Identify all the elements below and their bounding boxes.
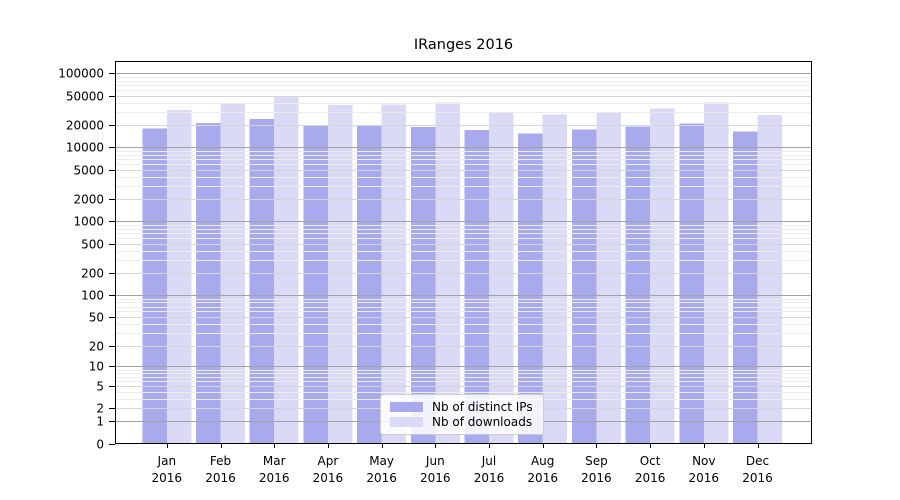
x-tick-label: Apr 2016 — [313, 454, 344, 485]
bar-distinct-ips-aug — [518, 133, 543, 444]
y-tick-label: 100000 — [58, 67, 104, 81]
y-tick-label: 5000 — [73, 164, 104, 178]
y-tick-label: 100 — [81, 289, 104, 303]
chart-title: IRanges 2016 — [413, 37, 514, 53]
bar-distinct-ips-jul — [464, 130, 489, 444]
y-tick-label: 1 — [96, 415, 104, 429]
y-tick-label: 20 — [89, 340, 104, 354]
legend-entry-1: Nb of downloads — [390, 415, 535, 429]
bar-distinct-ips-mar — [249, 119, 275, 444]
y-tick-label: 500 — [81, 238, 104, 252]
bar-distinct-ips-jan — [142, 128, 167, 444]
x-tick-label: Dec 2016 — [742, 454, 773, 485]
x-tick-label: Nov 2016 — [689, 454, 720, 485]
bar-downloads-jan — [166, 110, 192, 444]
y-tick-label: 2000 — [73, 193, 104, 207]
x-tick-label: Sep 2016 — [581, 454, 612, 485]
bar-distinct-ips-sep — [571, 129, 597, 444]
legend-entry-0: Nb of distinct IPs — [390, 400, 535, 414]
bar-distinct-ips-dec — [733, 131, 758, 444]
x-tick-label: Oct 2016 — [635, 454, 666, 485]
legend-swatch-1 — [390, 417, 423, 428]
x-tick-label: Jun 2016 — [420, 454, 451, 485]
y-tick-label: 50 — [89, 311, 104, 325]
bar-downloads-jul — [489, 112, 514, 444]
x-tick-label: Feb 2016 — [205, 454, 236, 485]
bar-downloads-apr — [327, 105, 353, 444]
legend-swatch-0 — [390, 401, 423, 412]
bar-distinct-ips-jun — [410, 127, 436, 444]
y-tick-label: 10000 — [66, 141, 104, 155]
y-tick-label: 5 — [96, 380, 104, 394]
bar-distinct-ips-oct — [625, 126, 651, 444]
bar-distinct-ips-nov — [679, 123, 704, 444]
y-tick-label: 1000 — [73, 215, 104, 229]
x-tick-label: Jan 2016 — [152, 454, 183, 485]
y-tick-label: 10 — [89, 360, 104, 374]
bar-downloads-oct — [650, 108, 675, 444]
bar-distinct-ips-apr — [303, 125, 328, 444]
legend-label-0: Nb of distinct IPs — [432, 399, 533, 414]
y-tick-label: 200 — [81, 267, 104, 281]
y-tick-label: 2 — [96, 402, 104, 416]
x-tick-label: Jul 2016 — [474, 454, 505, 485]
y-tick-label: 20000 — [66, 119, 104, 133]
bar-downloads-dec — [757, 115, 782, 444]
legend-label-1: Nb of downloads — [432, 415, 533, 430]
bar-downloads-sep — [596, 112, 621, 444]
bar-downloads-aug — [542, 114, 568, 444]
x-tick-label: May 2016 — [366, 454, 397, 485]
y-tick-label: 50000 — [66, 90, 104, 104]
x-tick-label: Mar 2016 — [259, 454, 290, 485]
legend-box: Nb of distinct IPs Nb of downloads — [380, 394, 544, 435]
bar-distinct-ips-may — [357, 125, 382, 444]
y-tick-label: 0 — [96, 438, 104, 452]
x-tick-label: Aug 2016 — [527, 454, 558, 485]
bar-distinct-ips-feb — [196, 123, 221, 444]
bar-downloads-mar — [274, 96, 299, 444]
plot-border — [115, 61, 812, 444]
